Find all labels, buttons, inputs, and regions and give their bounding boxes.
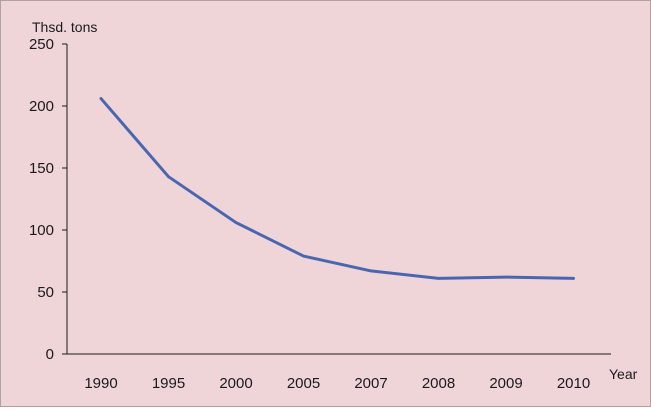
x-tick-label: 2008 (422, 375, 455, 392)
x-tick-label: 2007 (354, 375, 387, 392)
x-axis-title: Year (609, 366, 638, 382)
series-line (101, 99, 574, 279)
y-tick-label: 250 (29, 36, 54, 53)
y-axis: 0 50 100 150 200 250 (29, 36, 67, 363)
x-tick-label: 2009 (489, 375, 522, 392)
x-tick-label: 1995 (152, 375, 185, 392)
x-tick-label: 2005 (287, 375, 320, 392)
x-tick-label: 2010 (557, 375, 590, 392)
y-axis-title: Thsd. tons (32, 19, 97, 35)
y-tick-label: 50 (37, 284, 54, 301)
y-tick-label: 150 (29, 160, 54, 177)
y-tick-label: 0 (46, 346, 54, 363)
x-tick-label: 2000 (219, 375, 252, 392)
series-group (101, 99, 574, 279)
y-tick-label: 200 (29, 98, 54, 115)
y-tick-label: 100 (29, 222, 54, 239)
x-axis: 1990 1995 2000 2005 2007 2008 2009 2010 (67, 354, 611, 392)
x-tick-label: 1990 (84, 375, 117, 392)
